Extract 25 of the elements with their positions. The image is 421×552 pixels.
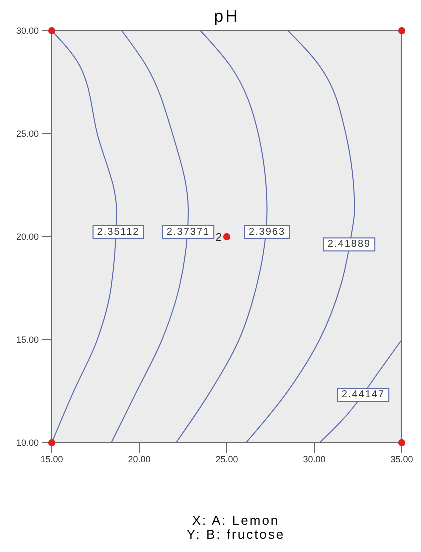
annotation: 2.3963 [248, 226, 286, 238]
annotation: 2 [216, 232, 222, 244]
annotation: 2.35112 [97, 226, 140, 238]
x-tick-label: 35.00 [390, 454, 414, 464]
x-axis-title: X: A: Lemon [192, 513, 280, 528]
annotation: 2.41889 [328, 239, 372, 250]
annotation: 2.37371 [166, 226, 210, 238]
point [398, 27, 406, 35]
y-tick-label: 20.00 [16, 232, 39, 242]
point [48, 27, 56, 35]
text: Y: B: fructose [186, 527, 286, 542]
x-tick-label: 15.00 [40, 454, 64, 464]
y-tick-label: 25.00 [16, 128, 39, 139]
y-tick-label: 10.00 [16, 438, 39, 448]
x-tick-label: 25.00 [216, 454, 238, 464]
x-tick-label: 20.00 [128, 454, 151, 464]
annotation: 2.44147 [342, 390, 386, 401]
point [48, 439, 56, 447]
y-tick-label: 15.00 [16, 334, 39, 345]
line-series [319, 340, 402, 444]
y-tick-label: 30.00 [16, 26, 39, 36]
x-tick-label: 30.00 [303, 454, 326, 464]
chart-title: pH [214, 7, 240, 26]
point [223, 233, 231, 241]
point [398, 439, 406, 447]
